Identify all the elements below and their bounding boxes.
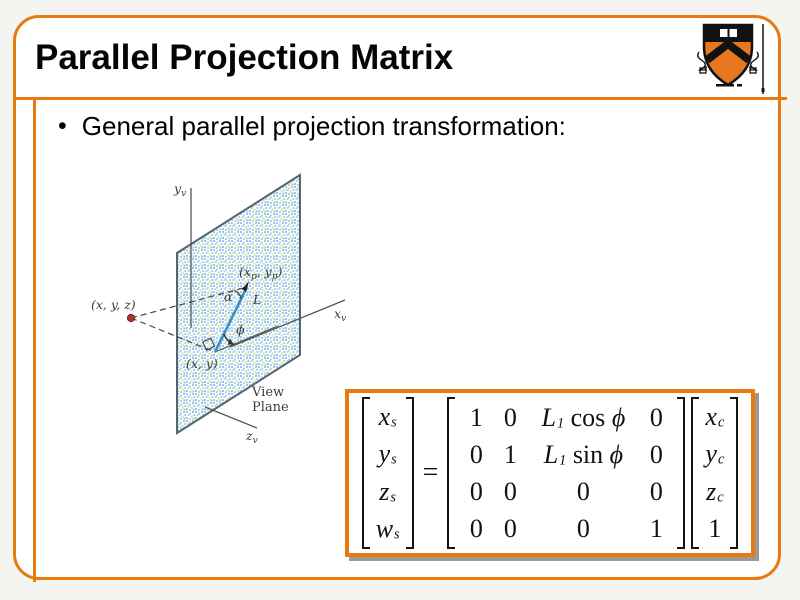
- matrix-close-bracket: [677, 397, 686, 549]
- left-vector-open-bracket: [361, 397, 370, 549]
- matrix-cell: 0: [649, 439, 663, 469]
- alpha-angle-arc: [234, 289, 242, 299]
- projected-point-label: (xp, yp): [239, 264, 282, 282]
- matrix-cell: 1: [469, 402, 483, 432]
- vector-entry: 1: [708, 513, 722, 543]
- matrix-cell: 0: [503, 513, 517, 543]
- x-axis-line: [229, 299, 346, 348]
- world-point-dot: [126, 313, 136, 323]
- projector-upper-dashed-line: [130, 286, 248, 319]
- princeton-logo: [696, 20, 768, 98]
- matrix-cell: 0: [649, 476, 663, 506]
- princeton-shield-icon: [697, 23, 765, 94]
- right-vector-close-bracket: [730, 397, 739, 549]
- page-title: Parallel Projection Matrix: [35, 38, 454, 77]
- content-left-rule: [33, 100, 36, 582]
- book-icon: [720, 28, 737, 38]
- right-vector-open-bracket: [691, 397, 700, 549]
- world-point-label: (x, y, z): [91, 297, 136, 312]
- view-plane-caption-line2: Plane: [252, 400, 289, 415]
- motto-scroll: [716, 84, 742, 87]
- matrix-cell: 0: [649, 402, 663, 432]
- projection-diagram: yv xv zv (x, y, z) (xp, yp) (x, y) α L ϕ…: [91, 173, 346, 446]
- alpha-label: α: [224, 289, 233, 304]
- title-divider-rule: [13, 97, 787, 100]
- phi-arc-arrowhead: [227, 338, 234, 345]
- phi-reference-line: [214, 325, 279, 353]
- view-plane-caption-line1: View: [251, 385, 284, 400]
- bullet-marker: •: [58, 112, 67, 140]
- x-axis-label: xv: [334, 306, 346, 324]
- matrix-open-bracket: [447, 397, 456, 549]
- bullet-text: General parallel projection transformati…: [81, 111, 566, 141]
- matrix-cell: 0: [469, 513, 483, 543]
- matrix-cell: 0: [469, 476, 483, 506]
- projector-lower-dashed-line: [130, 317, 216, 353]
- equals-sign: =: [422, 457, 439, 488]
- length-label: L: [252, 292, 261, 307]
- y-axis-label: yv: [173, 181, 186, 199]
- matrix-cell: 1: [649, 513, 663, 543]
- matrix-cell: 1: [503, 439, 517, 469]
- phi-label: ϕ: [236, 322, 245, 337]
- z-axis-line: [204, 406, 258, 429]
- matrix-cell: 0: [503, 476, 517, 506]
- matrix-cell: 0: [576, 476, 590, 506]
- plane-point-label: (x, y): [186, 356, 218, 371]
- shield-flourishes: [697, 51, 759, 74]
- matrix-cell: 0: [503, 402, 517, 432]
- matrix-cell: 0: [576, 513, 590, 543]
- bullet-item: • General parallel projection transforma…: [58, 109, 758, 143]
- segment-arrowhead: [242, 281, 249, 292]
- z-axis-label: zv: [245, 428, 258, 446]
- right-angle-marker: [201, 337, 216, 351]
- matrix-cell: 0: [469, 439, 483, 469]
- left-vector-close-bracket: [405, 397, 414, 549]
- shield-chevron: [704, 38, 752, 64]
